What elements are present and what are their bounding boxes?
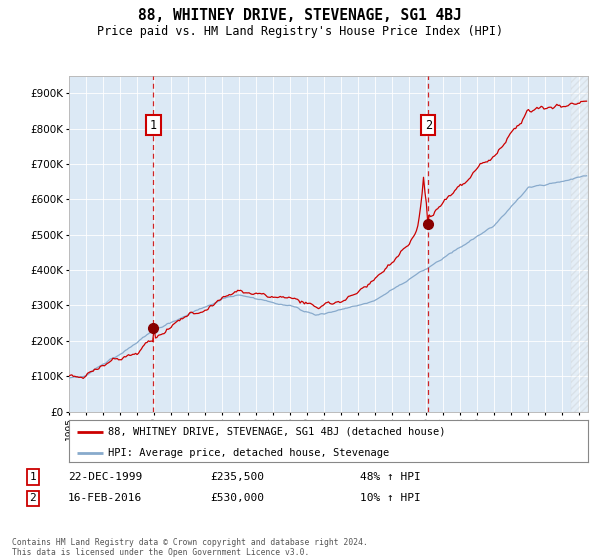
Text: 16-FEB-2016: 16-FEB-2016: [68, 493, 142, 503]
Text: 88, WHITNEY DRIVE, STEVENAGE, SG1 4BJ (detached house): 88, WHITNEY DRIVE, STEVENAGE, SG1 4BJ (d…: [108, 427, 445, 437]
Text: 1: 1: [150, 119, 157, 132]
Text: 1: 1: [29, 472, 37, 482]
Text: £530,000: £530,000: [210, 493, 264, 503]
Text: HPI: Average price, detached house, Stevenage: HPI: Average price, detached house, Stev…: [108, 448, 389, 458]
Text: 48% ↑ HPI: 48% ↑ HPI: [360, 472, 421, 482]
Text: 2: 2: [425, 119, 432, 132]
Text: 22-DEC-1999: 22-DEC-1999: [68, 472, 142, 482]
Text: 10% ↑ HPI: 10% ↑ HPI: [360, 493, 421, 503]
Text: 88, WHITNEY DRIVE, STEVENAGE, SG1 4BJ: 88, WHITNEY DRIVE, STEVENAGE, SG1 4BJ: [138, 8, 462, 24]
Text: £235,500: £235,500: [210, 472, 264, 482]
Text: Price paid vs. HM Land Registry's House Price Index (HPI): Price paid vs. HM Land Registry's House …: [97, 25, 503, 38]
Text: 2: 2: [29, 493, 37, 503]
Text: Contains HM Land Registry data © Crown copyright and database right 2024.
This d: Contains HM Land Registry data © Crown c…: [12, 538, 368, 557]
